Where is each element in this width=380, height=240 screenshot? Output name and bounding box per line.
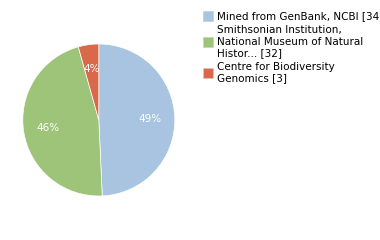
Wedge shape	[78, 44, 99, 120]
Wedge shape	[23, 47, 102, 196]
Text: 4%: 4%	[84, 64, 100, 74]
Text: 46%: 46%	[36, 123, 59, 133]
Legend: Mined from GenBank, NCBI [34], Smithsonian Institution,
National Museum of Natur: Mined from GenBank, NCBI [34], Smithsoni…	[203, 11, 380, 84]
Text: 49%: 49%	[139, 114, 162, 124]
Wedge shape	[99, 44, 175, 196]
